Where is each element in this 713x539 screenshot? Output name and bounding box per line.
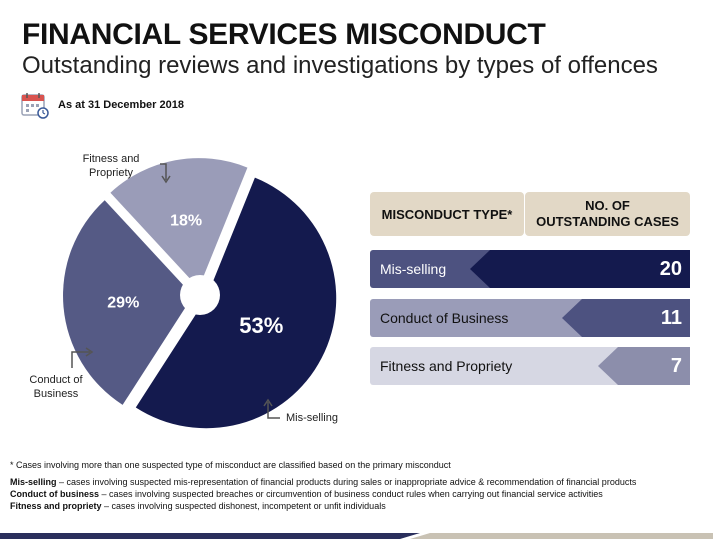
row-arrow-shape bbox=[598, 347, 690, 385]
pie-value-conduct: 29% bbox=[107, 295, 139, 312]
header-outstanding-line1: NO. OF bbox=[585, 198, 630, 213]
definition-text: – cases involving suspected dishonest, i… bbox=[101, 501, 386, 511]
row-count: 7 bbox=[670, 355, 682, 377]
definition-text: – cases involving suspected breaches or … bbox=[99, 489, 603, 499]
calendar-icon bbox=[21, 93, 49, 119]
table-row: Fitness and Propriety 7 bbox=[370, 347, 690, 385]
pie-center-hub bbox=[180, 275, 220, 315]
row-type: Mis-selling bbox=[380, 261, 447, 277]
arrow-right-icon bbox=[71, 347, 94, 368]
pie-label-fitness-line2: Propriety bbox=[88, 167, 134, 179]
pie-value-misselling: 53% bbox=[239, 313, 283, 338]
pie-chart: 53% 29% 18% bbox=[63, 158, 337, 429]
pie-label-conduct-line1: Conduct of bbox=[29, 374, 83, 386]
arrow-up-icon bbox=[263, 398, 280, 419]
page-title: FINANCIAL SERVICES MISCONDUCT bbox=[22, 18, 546, 51]
arrow-down-icon bbox=[160, 163, 171, 184]
definition-term: Mis-selling bbox=[10, 477, 57, 487]
row-count: 20 bbox=[659, 258, 682, 280]
pie-slice-fitness bbox=[110, 158, 248, 289]
page-subtitle: Outstanding reviews and investigations b… bbox=[22, 52, 658, 79]
pie-label-conduct: Conduct of Business bbox=[20, 373, 92, 401]
header-misconduct-type: MISCONDUCT TYPE* bbox=[370, 192, 524, 236]
pie-value-fitness: 18% bbox=[170, 212, 202, 229]
row-arrow-shape bbox=[470, 250, 690, 288]
row-type: Conduct of Business bbox=[380, 310, 509, 326]
table-row: Conduct of Business 11 bbox=[370, 299, 690, 337]
pie-slice-misselling bbox=[135, 177, 337, 429]
pie-slice-conduct bbox=[63, 200, 194, 405]
row-arrow-shape bbox=[562, 299, 690, 337]
date-label: As at 31 December 2018 bbox=[58, 99, 184, 111]
definition-text: – cases involving suspected mis-represen… bbox=[56, 477, 637, 487]
table-row: Mis-selling 20 bbox=[370, 250, 690, 288]
pie-label-fitness: Fitness and Propriety bbox=[76, 152, 146, 180]
footnote: * Cases involving more than one suspecte… bbox=[10, 460, 451, 470]
row-type: Fitness and Propriety bbox=[380, 358, 513, 374]
bottom-decor-bar bbox=[0, 533, 713, 539]
date-row: As at 31 December 2018 bbox=[20, 90, 184, 120]
definition-fitness: Fitness and propriety – cases involving … bbox=[10, 501, 386, 511]
definition-term: Fitness and propriety bbox=[10, 501, 102, 511]
pie-label-misselling: Mis-selling bbox=[286, 412, 338, 424]
definition-conduct: Conduct of business – cases involving su… bbox=[10, 489, 603, 499]
row-count: 11 bbox=[660, 307, 682, 329]
header-outstanding-line2: OUTSTANDING CASES bbox=[536, 214, 679, 229]
definition-misselling: Mis-selling – cases involving suspected … bbox=[10, 477, 636, 487]
pie-label-conduct-line2: Business bbox=[33, 388, 79, 400]
header-outstanding-cases: NO. OF OUTSTANDING CASES bbox=[525, 192, 690, 236]
pie-label-fitness-line1: Fitness and bbox=[82, 153, 140, 165]
definition-term: Conduct of business bbox=[10, 489, 100, 499]
